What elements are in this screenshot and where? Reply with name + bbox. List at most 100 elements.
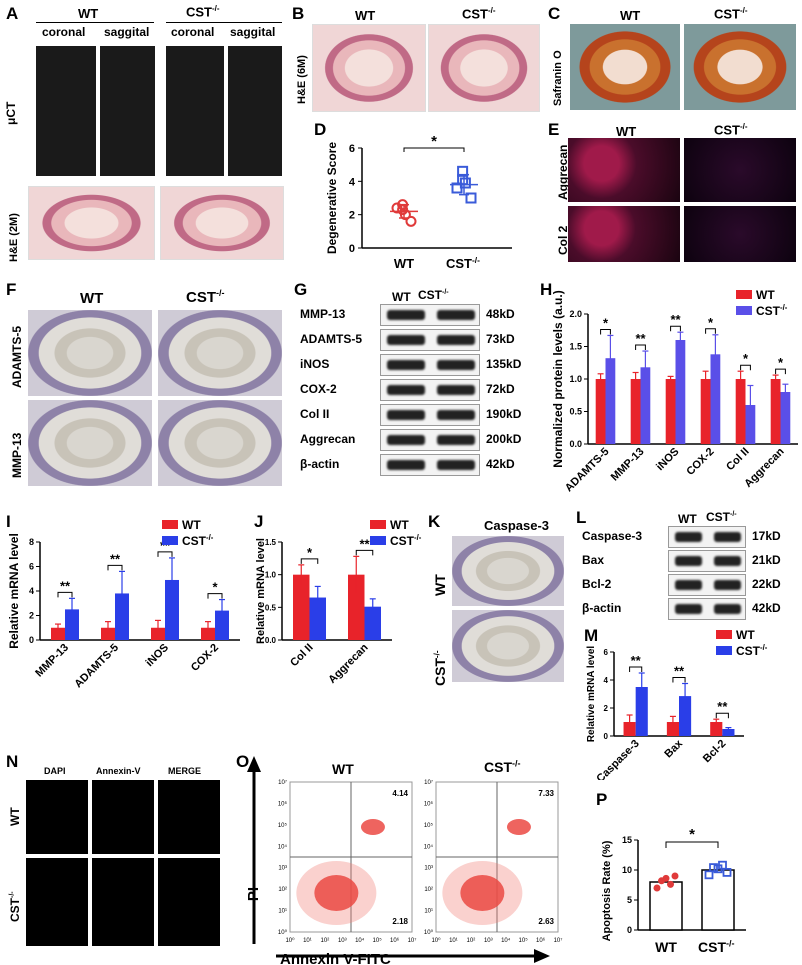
x-tick-label: Col II	[724, 446, 751, 473]
x-tick-label: WT	[655, 939, 677, 955]
a-uct-wt-saggital-image	[100, 46, 155, 176]
blot-band	[387, 460, 425, 470]
significance-bracket	[740, 364, 751, 371]
n-wt-label: WT	[8, 807, 22, 826]
x-tick-label: 10⁶	[390, 937, 400, 944]
cell-population	[460, 875, 505, 911]
panel-label-k: K	[428, 512, 441, 531]
f-adamts5-wt-image	[28, 310, 152, 396]
y-tick-label: 10⁶	[278, 800, 288, 807]
y-tick-label: 4	[604, 676, 609, 685]
k-wt-label: WT	[432, 574, 448, 596]
a-uct-cst-saggital-image	[228, 46, 282, 176]
blot-band	[714, 532, 741, 542]
y-axis-title: Relative mRNA level	[7, 533, 21, 649]
blot-strip	[668, 598, 746, 620]
e-wt-header: WT	[616, 124, 637, 139]
blot-kd-label: 200kD	[486, 432, 522, 446]
bar	[770, 379, 781, 444]
blot-strip	[668, 574, 746, 596]
bar	[635, 687, 648, 736]
y-tick-label: 4	[349, 176, 356, 188]
data-point	[704, 870, 714, 880]
legend-label: WT	[182, 518, 201, 532]
blot-row-label: Bax	[582, 553, 605, 567]
panel-label-e: E	[548, 120, 560, 139]
a-cst-header: CST-/-	[186, 4, 220, 20]
blot-strip	[380, 379, 480, 401]
b-he-cst-image	[428, 24, 540, 112]
panel-label-d: D	[314, 120, 327, 139]
data-point	[465, 192, 477, 204]
y-tick-label: 0	[29, 635, 34, 645]
b-cst-header: CST-/-	[462, 6, 496, 22]
a-he-wt-image	[28, 186, 155, 260]
significance-label: *	[212, 580, 218, 595]
b-he-label: H&E (6M)	[296, 55, 308, 104]
significance-bracket	[157, 551, 173, 557]
panel-label-b: B	[292, 4, 305, 23]
bar	[701, 869, 735, 931]
blot-kd-label: 42kD	[752, 601, 781, 615]
blot-kd-label: 48kD	[486, 307, 515, 321]
significance-label: *	[689, 826, 695, 843]
legend-swatch	[716, 630, 732, 639]
y-tick-label: 4	[29, 586, 34, 596]
bar	[65, 609, 79, 640]
f-mmp13-wt-image	[28, 400, 152, 486]
significance-label: **	[631, 653, 642, 668]
y-tick-label: 1.0	[265, 571, 277, 580]
panel-label-i: I	[6, 512, 11, 531]
significance-bracket	[665, 841, 719, 848]
n-cst-label: CST-/-	[8, 891, 22, 922]
n-wt-dapi-image	[26, 780, 88, 854]
significance-label: **	[60, 578, 71, 593]
c-wt-header: WT	[620, 8, 641, 23]
b-wt-header: WT	[355, 8, 376, 23]
y-axis-title: PI	[245, 887, 262, 901]
blot-band	[437, 460, 475, 470]
significance-bracket	[670, 325, 681, 332]
blot-band	[437, 410, 475, 420]
bar	[710, 354, 721, 444]
n-cst-dapi-image	[26, 858, 88, 946]
blot-band	[387, 410, 425, 420]
f-adamts5-label: ADAMTS-5	[10, 326, 24, 388]
blot-band	[387, 435, 425, 445]
blot-band	[387, 310, 425, 320]
significance-label: **	[110, 551, 121, 566]
significance-bracket	[207, 593, 223, 599]
x-tick-label: COX-2	[684, 446, 716, 478]
blot-row-label: iNOS	[300, 357, 330, 371]
bar	[215, 610, 229, 640]
y-tick-label: 10³	[278, 866, 287, 872]
legend-label: WT	[756, 288, 775, 302]
bar	[605, 358, 616, 444]
legend-label: WT	[736, 628, 755, 642]
bar	[722, 729, 735, 736]
blot-row-label: Col II	[300, 407, 330, 421]
x-tick-label: CST-/-	[446, 255, 480, 271]
y-tick-label: 10⁷	[278, 779, 287, 786]
significance-bracket	[775, 368, 786, 375]
a-he-label: H&E (2M)	[8, 213, 20, 262]
y-axis-title: Degenerative Score	[325, 142, 339, 254]
blot-kd-label: 72kD	[486, 382, 515, 396]
y-tick-label: 10²	[278, 887, 287, 893]
bar	[666, 722, 679, 736]
y-tick-label: 15	[622, 835, 632, 845]
x-tick-label: WT	[394, 256, 414, 271]
y-axis-title: Relative mRNA level	[255, 538, 267, 644]
blot-row-label: COX-2	[300, 382, 337, 396]
y-tick-label: 10¹	[424, 909, 433, 915]
e-col2-wt-image	[568, 206, 680, 262]
bar	[165, 579, 179, 640]
chart-d: 0 2 4 6 Degenerative Score WT CST-/- *	[325, 133, 512, 271]
blot-strip	[380, 429, 480, 451]
y-tick-label: 10³	[424, 866, 433, 872]
blot-kd-label: 42kD	[486, 457, 515, 471]
blot-band	[675, 556, 702, 566]
legend-swatch	[736, 290, 752, 299]
legend-swatch	[370, 520, 386, 529]
bar	[364, 606, 381, 640]
